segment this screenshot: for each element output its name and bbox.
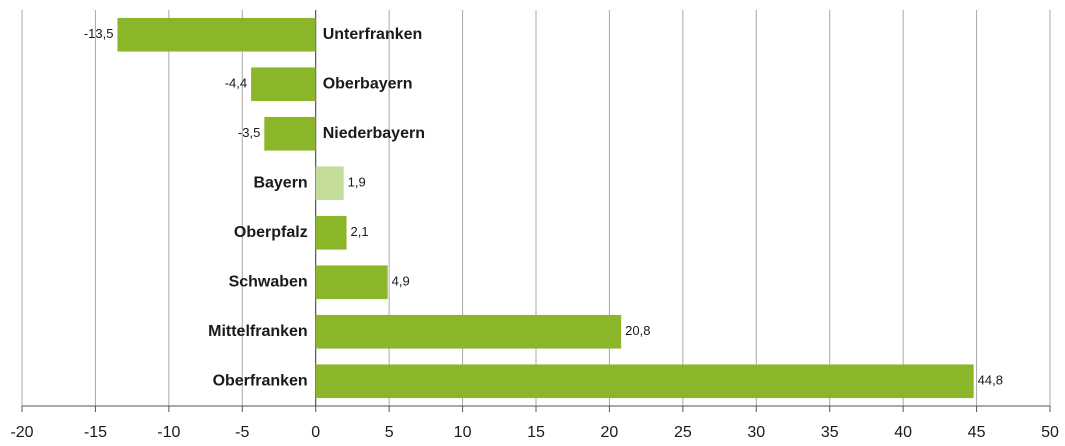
x-tick-label: 30 (747, 424, 765, 441)
value-label: -3,5 (238, 125, 260, 140)
bar (251, 67, 316, 102)
x-tick-label: 40 (894, 424, 912, 441)
bar (315, 265, 388, 300)
bar (315, 215, 347, 250)
x-tick-label: 45 (968, 424, 986, 441)
category-label: Bayern (253, 174, 307, 191)
x-tick-label: 35 (821, 424, 839, 441)
x-tick-label: 5 (385, 424, 394, 441)
x-tick-label: -15 (84, 424, 107, 441)
value-label: 2,1 (351, 224, 369, 239)
x-tick-label: 10 (454, 424, 472, 441)
bar (315, 166, 344, 201)
category-label: Oberbayern (323, 75, 413, 92)
x-tick-label: -5 (235, 424, 249, 441)
x-tick-label: 0 (311, 424, 320, 441)
bar (315, 364, 974, 399)
x-tick-label: -10 (157, 424, 180, 441)
value-label: 20,8 (625, 323, 650, 338)
bar (315, 314, 622, 349)
x-tick-label: 50 (1041, 424, 1059, 441)
bar (117, 17, 316, 52)
x-tick-label: 15 (527, 424, 545, 441)
category-label: Oberfranken (213, 372, 308, 389)
category-label: Oberpfalz (234, 224, 308, 241)
x-tick-label: 25 (674, 424, 692, 441)
value-label: 44,8 (978, 373, 1003, 388)
value-label: -13,5 (84, 26, 114, 41)
category-label: Schwaben (229, 273, 308, 290)
category-label: Niederbayern (323, 125, 425, 142)
x-tick-label: 20 (601, 424, 619, 441)
value-label: 1,9 (348, 175, 366, 190)
value-label: 4,9 (392, 274, 410, 289)
category-label: Unterfranken (323, 26, 423, 43)
bar (264, 116, 316, 151)
x-tick-label: -20 (10, 424, 33, 441)
value-label: -4,4 (225, 76, 247, 91)
category-label: Mittelfranken (208, 323, 308, 340)
